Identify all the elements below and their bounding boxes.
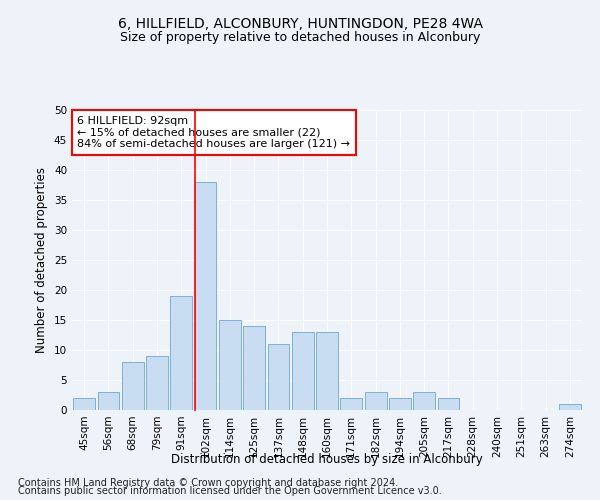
Bar xyxy=(268,344,289,410)
Bar xyxy=(413,392,435,410)
Bar xyxy=(559,404,581,410)
Bar xyxy=(73,398,95,410)
Bar xyxy=(97,392,119,410)
Bar xyxy=(219,320,241,410)
Y-axis label: Number of detached properties: Number of detached properties xyxy=(35,167,49,353)
Bar xyxy=(146,356,168,410)
Bar xyxy=(122,362,143,410)
Bar xyxy=(292,332,314,410)
Text: 6, HILLFIELD, ALCONBURY, HUNTINGDON, PE28 4WA: 6, HILLFIELD, ALCONBURY, HUNTINGDON, PE2… xyxy=(118,18,482,32)
Text: 6 HILLFIELD: 92sqm
← 15% of detached houses are smaller (22)
84% of semi-detache: 6 HILLFIELD: 92sqm ← 15% of detached hou… xyxy=(77,116,350,149)
Bar xyxy=(194,182,217,410)
Bar xyxy=(437,398,460,410)
Bar xyxy=(170,296,192,410)
Bar xyxy=(340,398,362,410)
Text: Distribution of detached houses by size in Alconbury: Distribution of detached houses by size … xyxy=(171,454,483,466)
Bar xyxy=(243,326,265,410)
Bar xyxy=(389,398,411,410)
Bar xyxy=(316,332,338,410)
Text: Contains HM Land Registry data © Crown copyright and database right 2024.: Contains HM Land Registry data © Crown c… xyxy=(18,478,398,488)
Bar xyxy=(365,392,386,410)
Text: Contains public sector information licensed under the Open Government Licence v3: Contains public sector information licen… xyxy=(18,486,442,496)
Text: Size of property relative to detached houses in Alconbury: Size of property relative to detached ho… xyxy=(120,31,480,44)
